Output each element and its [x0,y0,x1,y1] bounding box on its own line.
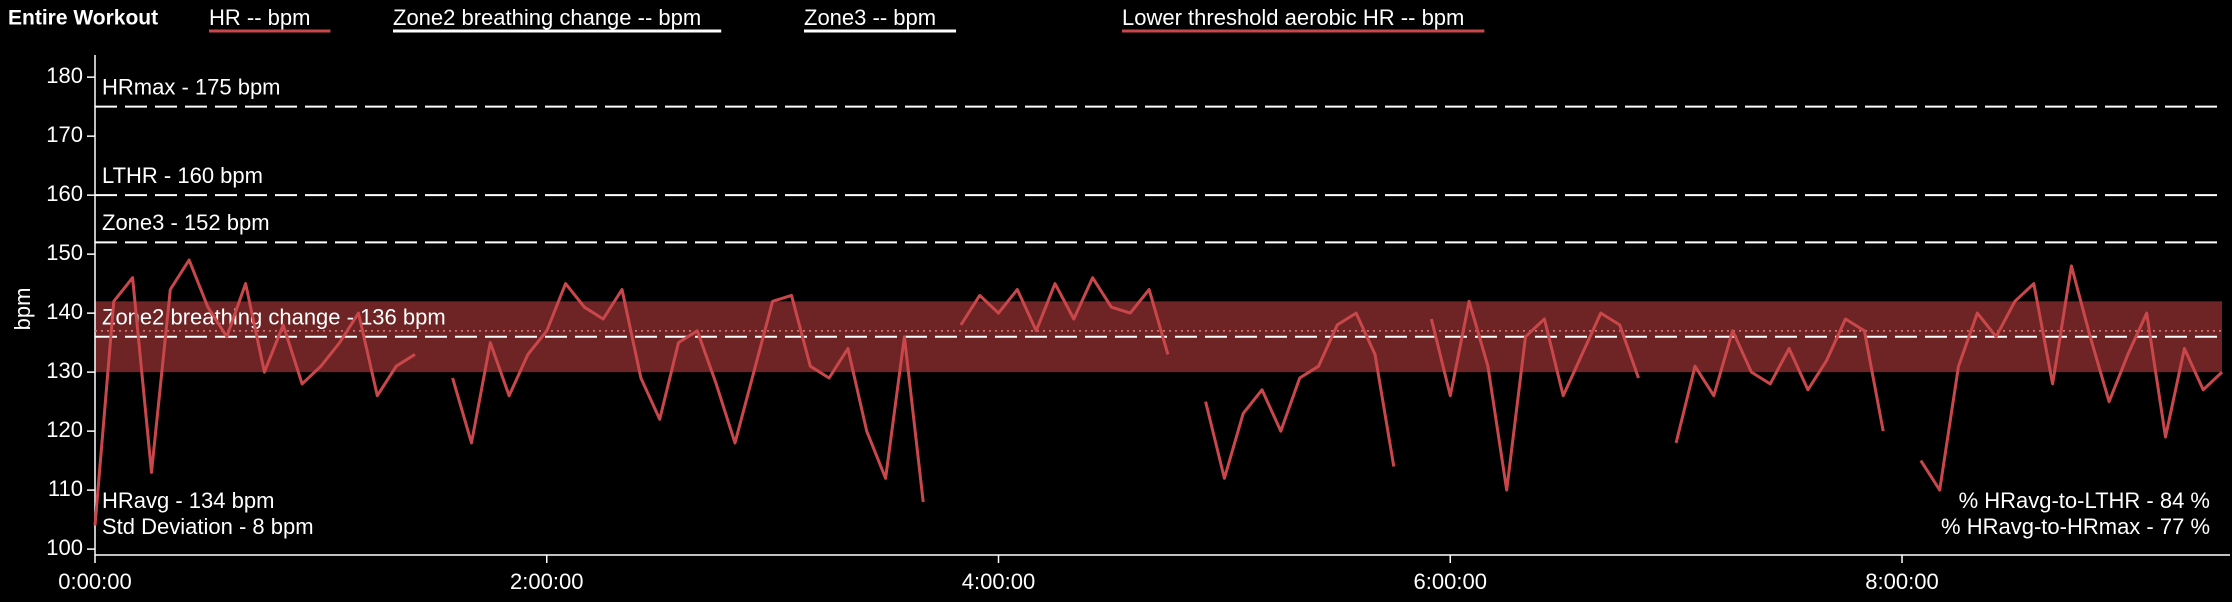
y-tick-label: 150 [46,240,83,265]
legend-label: HR -- bpm [209,5,310,30]
y-tick-label: 100 [46,535,83,560]
x-tick-label: 2:00:00 [510,569,583,594]
x-tick-label: 0:00:00 [58,569,131,594]
header-title: Entire Workout [8,7,158,30]
y-tick-label: 180 [46,63,83,88]
x-tick-label: 8:00:00 [1865,569,1938,594]
legend-label: Lower threshold aerobic HR -- bpm [1122,5,1464,30]
stat-annotation: % HRavg-to-LTHR - 84 % [1959,488,2210,513]
y-tick-label: 140 [46,299,83,324]
reference-label: Zone2 breathing change - 136 bpm [102,305,446,330]
y-tick-label: 110 [48,476,83,501]
y-tick-label: 170 [46,122,83,147]
y-tick-label: 130 [46,358,83,383]
x-tick-label: 6:00:00 [1414,569,1487,594]
reference-label: HRmax - 175 bpm [102,74,281,99]
stat-annotation: Std Deviation - 8 bpm [102,514,314,539]
legend-label: Zone2 breathing change -- bpm [393,5,701,30]
stat-annotation: % HRavg-to-HRmax - 77 % [1941,514,2210,539]
reference-label: LTHR - 160 bpm [102,163,263,188]
legend-label: Zone3 -- bpm [804,5,936,30]
y-tick-label: 120 [46,417,83,442]
hr-line [93,258,2224,526]
y-tick-label: 160 [46,181,83,206]
reference-label: Zone3 - 152 bpm [102,210,270,235]
y-axis-label: bpm [10,288,35,331]
x-tick-label: 4:00:00 [962,569,1035,594]
stat-annotation: HRavg - 134 bpm [102,488,274,513]
